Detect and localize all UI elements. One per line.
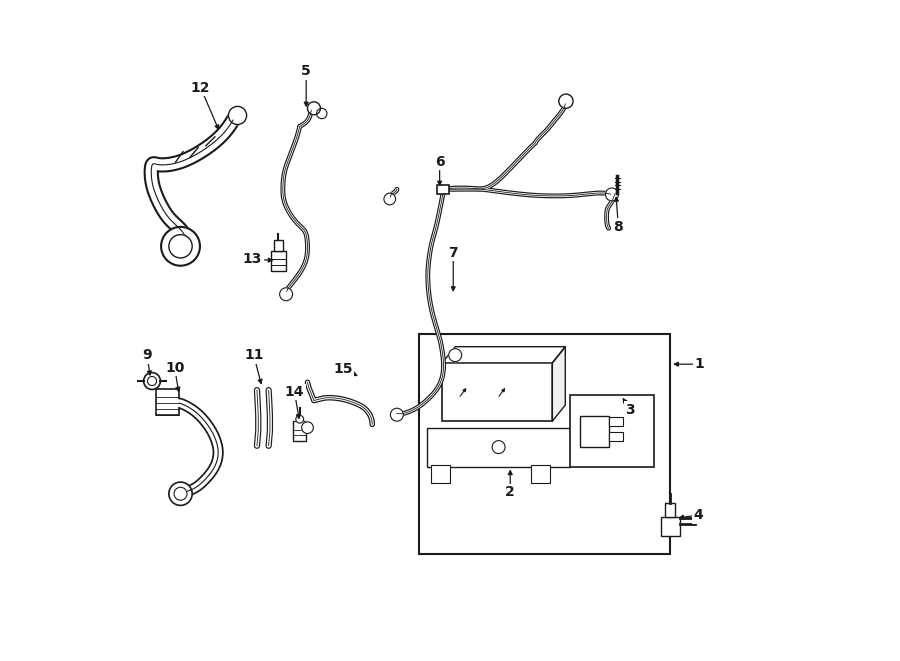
Circle shape — [391, 408, 403, 421]
Circle shape — [559, 94, 573, 108]
Polygon shape — [442, 346, 565, 363]
Text: 7: 7 — [448, 246, 458, 260]
Bar — [418, 334, 670, 554]
Text: 4: 4 — [693, 508, 703, 522]
Text: 10: 10 — [165, 361, 184, 375]
Circle shape — [161, 227, 200, 266]
Circle shape — [169, 482, 193, 506]
Bar — [608, 416, 623, 426]
Text: 15: 15 — [333, 362, 353, 376]
Bar — [442, 363, 553, 421]
Text: 11: 11 — [244, 348, 264, 362]
FancyBboxPatch shape — [665, 503, 675, 517]
FancyBboxPatch shape — [156, 389, 179, 414]
Circle shape — [169, 235, 193, 258]
Circle shape — [606, 188, 618, 201]
Bar — [430, 465, 450, 483]
Text: 9: 9 — [142, 348, 152, 362]
FancyBboxPatch shape — [437, 185, 449, 194]
Circle shape — [302, 422, 313, 434]
Bar — [428, 428, 570, 467]
Circle shape — [280, 288, 292, 301]
Circle shape — [229, 106, 247, 124]
FancyBboxPatch shape — [661, 517, 680, 537]
Text: 12: 12 — [191, 81, 211, 95]
Circle shape — [384, 193, 396, 205]
Text: 1: 1 — [695, 357, 705, 371]
FancyBboxPatch shape — [274, 240, 283, 251]
Circle shape — [144, 373, 160, 389]
Text: 2: 2 — [506, 485, 515, 500]
Polygon shape — [553, 346, 565, 421]
Bar — [531, 465, 551, 483]
Text: 5: 5 — [302, 64, 311, 79]
Text: 14: 14 — [284, 385, 304, 399]
Circle shape — [449, 348, 462, 362]
Circle shape — [308, 102, 320, 115]
Circle shape — [492, 441, 505, 453]
Circle shape — [148, 377, 157, 385]
Text: 8: 8 — [614, 220, 624, 234]
Text: 3: 3 — [626, 403, 634, 416]
Bar — [608, 432, 623, 441]
Circle shape — [296, 415, 303, 423]
Bar — [570, 395, 654, 467]
Text: 6: 6 — [435, 155, 445, 169]
FancyBboxPatch shape — [293, 421, 306, 441]
Circle shape — [317, 108, 327, 119]
Text: 13: 13 — [243, 253, 262, 266]
Bar — [580, 416, 608, 447]
Circle shape — [174, 487, 187, 500]
FancyBboxPatch shape — [271, 251, 286, 271]
